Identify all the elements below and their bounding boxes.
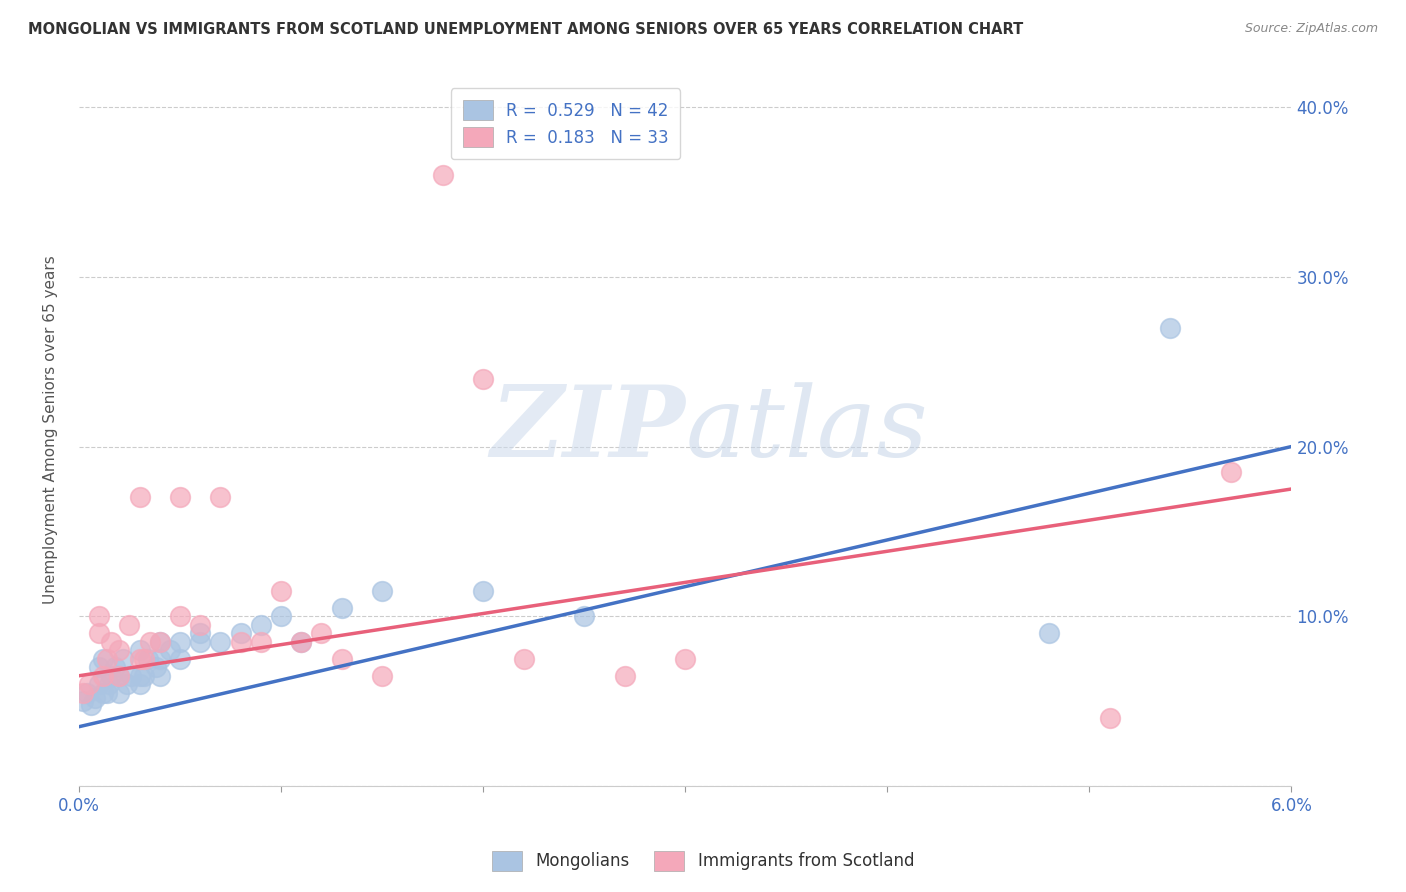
- Point: [121, 669, 143, 683]
- Point: [108, 643, 131, 657]
- Point: [89, 677, 111, 691]
- Point: [169, 652, 191, 666]
- Point: [128, 652, 150, 666]
- Point: [138, 635, 160, 649]
- Point: [89, 626, 111, 640]
- Point: [108, 686, 131, 700]
- Text: atlas: atlas: [685, 382, 928, 477]
- Point: [91, 669, 114, 683]
- Point: [169, 491, 191, 505]
- Legend: Mongolians, Immigrants from Scotland: Mongolians, Immigrants from Scotland: [484, 842, 922, 880]
- Point: [169, 635, 191, 649]
- Point: [1159, 320, 1181, 334]
- Text: ZIP: ZIP: [491, 381, 685, 478]
- Point: [1219, 465, 1241, 479]
- Text: Source: ZipAtlas.com: Source: ZipAtlas.com: [1244, 22, 1378, 36]
- Point: [91, 652, 114, 666]
- Point: [209, 635, 232, 649]
- Point: [100, 635, 122, 649]
- Point: [188, 617, 211, 632]
- Point: [290, 635, 312, 649]
- Point: [104, 660, 127, 674]
- Point: [132, 652, 155, 666]
- Point: [159, 643, 181, 657]
- Point: [149, 669, 172, 683]
- Point: [100, 669, 122, 683]
- Point: [128, 491, 150, 505]
- Point: [188, 635, 211, 649]
- Point: [169, 609, 191, 624]
- Point: [229, 635, 252, 649]
- Point: [572, 609, 595, 624]
- Point: [149, 635, 172, 649]
- Point: [96, 686, 118, 700]
- Point: [96, 652, 118, 666]
- Point: [512, 652, 534, 666]
- Point: [149, 652, 172, 666]
- Point: [72, 694, 94, 708]
- Point: [145, 660, 167, 674]
- Point: [330, 652, 353, 666]
- Point: [330, 600, 353, 615]
- Y-axis label: Unemployment Among Seniors over 65 years: Unemployment Among Seniors over 65 years: [44, 255, 58, 604]
- Point: [149, 635, 172, 649]
- Point: [118, 617, 141, 632]
- Point: [472, 583, 495, 598]
- Point: [432, 168, 454, 182]
- Point: [132, 669, 155, 683]
- Point: [80, 698, 103, 712]
- Point: [270, 609, 292, 624]
- Point: [290, 635, 312, 649]
- Point: [89, 609, 111, 624]
- Point: [270, 583, 292, 598]
- Point: [76, 686, 98, 700]
- Point: [108, 669, 131, 683]
- Point: [98, 677, 121, 691]
- Point: [1038, 626, 1060, 640]
- Point: [72, 686, 94, 700]
- Point: [250, 635, 273, 649]
- Point: [472, 371, 495, 385]
- Point: [371, 669, 394, 683]
- Legend: R =  0.529   N = 42, R =  0.183   N = 33: R = 0.529 N = 42, R = 0.183 N = 33: [451, 88, 681, 159]
- Text: MONGOLIAN VS IMMIGRANTS FROM SCOTLAND UNEMPLOYMENT AMONG SENIORS OVER 65 YEARS C: MONGOLIAN VS IMMIGRANTS FROM SCOTLAND UN…: [28, 22, 1024, 37]
- Point: [613, 669, 636, 683]
- Point: [136, 652, 159, 666]
- Point: [673, 652, 696, 666]
- Point: [209, 491, 232, 505]
- Point: [77, 677, 100, 691]
- Point: [311, 626, 333, 640]
- Point: [84, 690, 107, 705]
- Point: [229, 626, 252, 640]
- Point: [117, 677, 139, 691]
- Point: [89, 660, 111, 674]
- Point: [108, 669, 131, 683]
- Point: [128, 669, 150, 683]
- Point: [112, 652, 135, 666]
- Point: [91, 686, 114, 700]
- Point: [128, 643, 150, 657]
- Point: [128, 677, 150, 691]
- Point: [188, 626, 211, 640]
- Point: [250, 617, 273, 632]
- Point: [371, 583, 394, 598]
- Point: [1098, 711, 1121, 725]
